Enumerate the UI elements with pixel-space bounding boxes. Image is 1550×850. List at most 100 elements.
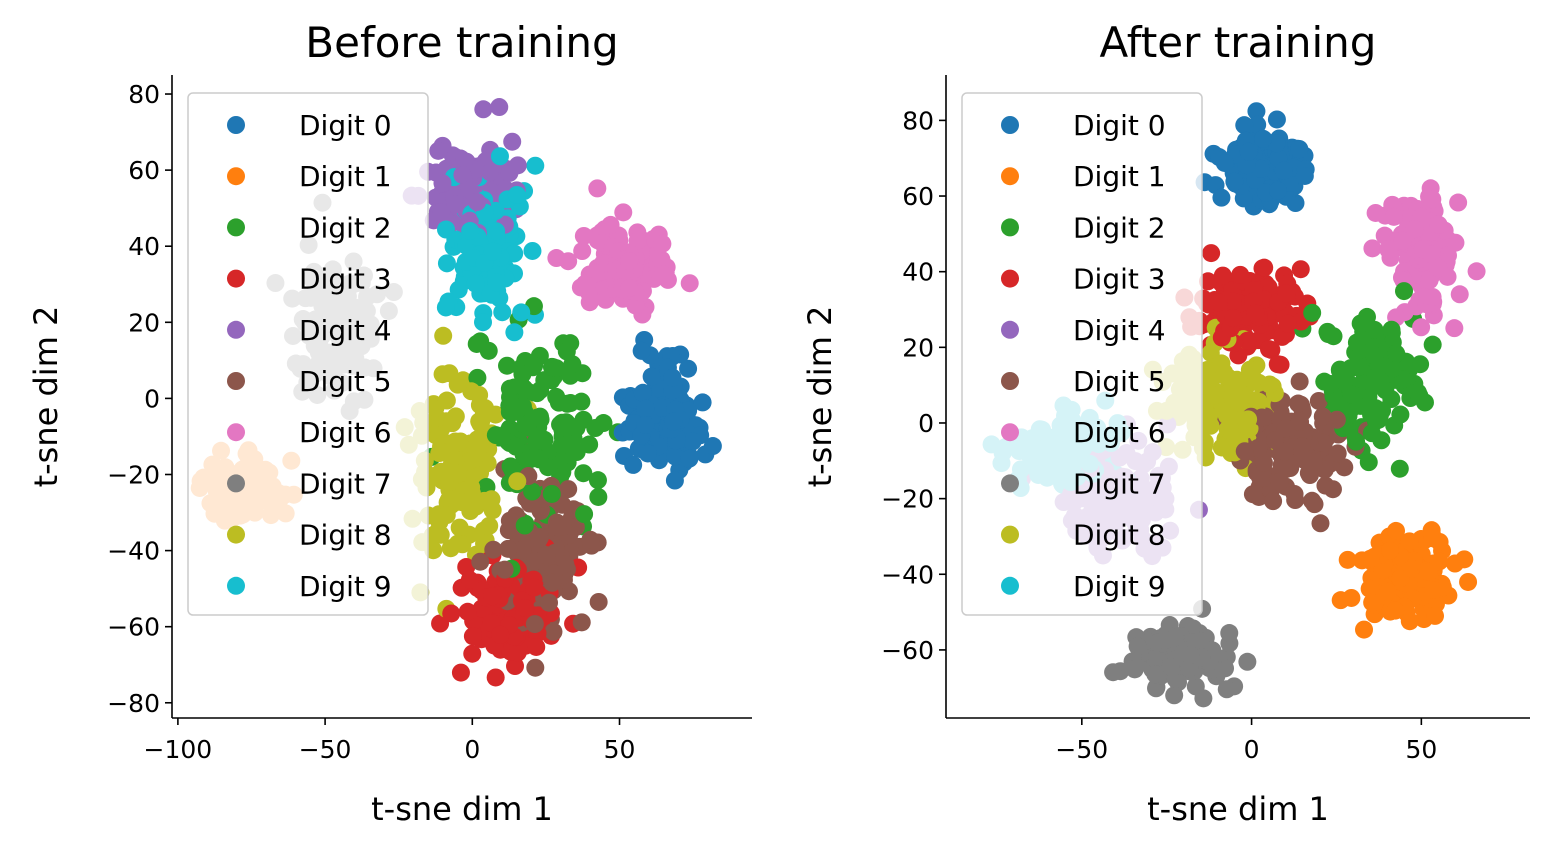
data-point	[1254, 129, 1273, 148]
data-point	[1450, 285, 1469, 304]
legend-marker	[1001, 320, 1019, 339]
data-point	[487, 273, 506, 292]
data-point	[1412, 318, 1431, 337]
data-point	[1217, 680, 1236, 699]
data-point	[1220, 624, 1239, 643]
data-point	[507, 185, 526, 204]
data-point	[1359, 453, 1378, 472]
data-point	[589, 592, 608, 611]
data-point	[429, 141, 448, 160]
legend-label: Digit 0	[299, 109, 392, 142]
data-point	[1291, 412, 1310, 431]
data-point	[1274, 161, 1293, 180]
x-tick-label: 50	[1405, 735, 1437, 764]
data-point	[1328, 444, 1347, 463]
data-point	[1156, 631, 1175, 650]
data-point	[1381, 541, 1400, 560]
data-point	[437, 391, 456, 410]
y-tick-label: 20	[128, 308, 160, 337]
data-point	[499, 539, 518, 558]
data-point	[540, 593, 559, 612]
data-point	[1327, 410, 1346, 429]
data-point	[1125, 660, 1144, 679]
data-point	[484, 540, 503, 559]
data-point	[1225, 172, 1244, 191]
data-point	[1199, 272, 1218, 291]
data-point	[1446, 233, 1465, 252]
data-point	[1294, 450, 1313, 469]
data-point	[559, 252, 578, 271]
data-point	[479, 341, 498, 360]
data-point	[474, 405, 493, 424]
y-tick-label: 60	[128, 156, 160, 185]
data-point	[437, 506, 456, 525]
y-tick-label: −20	[107, 460, 160, 489]
x-axis-label: t-sne dim 1	[1147, 790, 1329, 828]
data-point	[1311, 514, 1330, 533]
data-point	[1366, 411, 1385, 430]
data-point	[1459, 572, 1478, 591]
data-point	[446, 195, 465, 214]
data-point	[1410, 386, 1429, 405]
data-point	[1303, 491, 1322, 510]
data-point	[424, 541, 443, 560]
data-point	[515, 516, 534, 535]
data-point	[1165, 686, 1184, 705]
data-point	[1365, 320, 1384, 339]
chart-title: Before training	[305, 18, 618, 67]
data-point	[526, 658, 545, 677]
data-point	[1268, 355, 1287, 374]
data-point	[460, 570, 479, 589]
data-point	[1251, 159, 1270, 178]
data-point	[636, 399, 655, 418]
x-tick-label: −50	[299, 735, 352, 764]
data-point	[680, 274, 699, 293]
legend-marker	[227, 474, 245, 493]
data-point	[1249, 392, 1268, 411]
data-point	[552, 436, 571, 455]
data-point	[1384, 207, 1403, 226]
legend-label: Digit 2	[1073, 211, 1166, 244]
data-point	[1423, 335, 1442, 354]
y-tick-label: −20	[881, 485, 934, 514]
data-point	[693, 393, 712, 412]
legend-label: Digit 7	[1073, 467, 1166, 500]
legend-box	[961, 92, 1203, 616]
legend-label: Digit 7	[299, 467, 392, 500]
data-point	[1235, 116, 1254, 135]
data-point	[642, 367, 661, 386]
data-point	[1360, 579, 1379, 598]
data-point	[1249, 439, 1268, 458]
y-tick-label: −40	[107, 537, 160, 566]
data-point	[486, 668, 505, 687]
data-point	[1161, 657, 1180, 676]
data-point	[636, 415, 655, 434]
data-point	[505, 323, 524, 342]
data-point	[490, 147, 509, 166]
data-point	[1238, 331, 1257, 350]
panel-before-training: Before training −100 −50 0 50 −80 −60 −40 −20 0 20…	[27, 18, 752, 828]
legend-label: Digit 9	[1073, 570, 1166, 603]
data-point	[588, 179, 607, 198]
data-point	[601, 215, 620, 234]
data-point	[551, 415, 570, 434]
data-point	[443, 414, 462, 433]
data-point	[1202, 244, 1221, 263]
data-point	[453, 493, 472, 512]
legend: Digit 0 Digit 1 Digit 2 Digit 3 Digit 4 Digit…	[961, 92, 1203, 616]
data-point	[474, 313, 493, 332]
data-point	[588, 471, 607, 490]
legend-label: Digit 9	[299, 570, 392, 603]
data-point	[679, 359, 698, 378]
data-point	[451, 663, 470, 682]
data-point	[1303, 303, 1322, 322]
data-point	[1292, 437, 1311, 456]
data-point	[524, 448, 543, 467]
data-point	[1205, 386, 1224, 405]
data-point	[535, 371, 554, 390]
data-point	[463, 627, 482, 646]
data-point	[1366, 203, 1385, 222]
data-point	[483, 587, 502, 606]
x-tick-label: −100	[144, 735, 213, 764]
data-point	[663, 381, 682, 400]
